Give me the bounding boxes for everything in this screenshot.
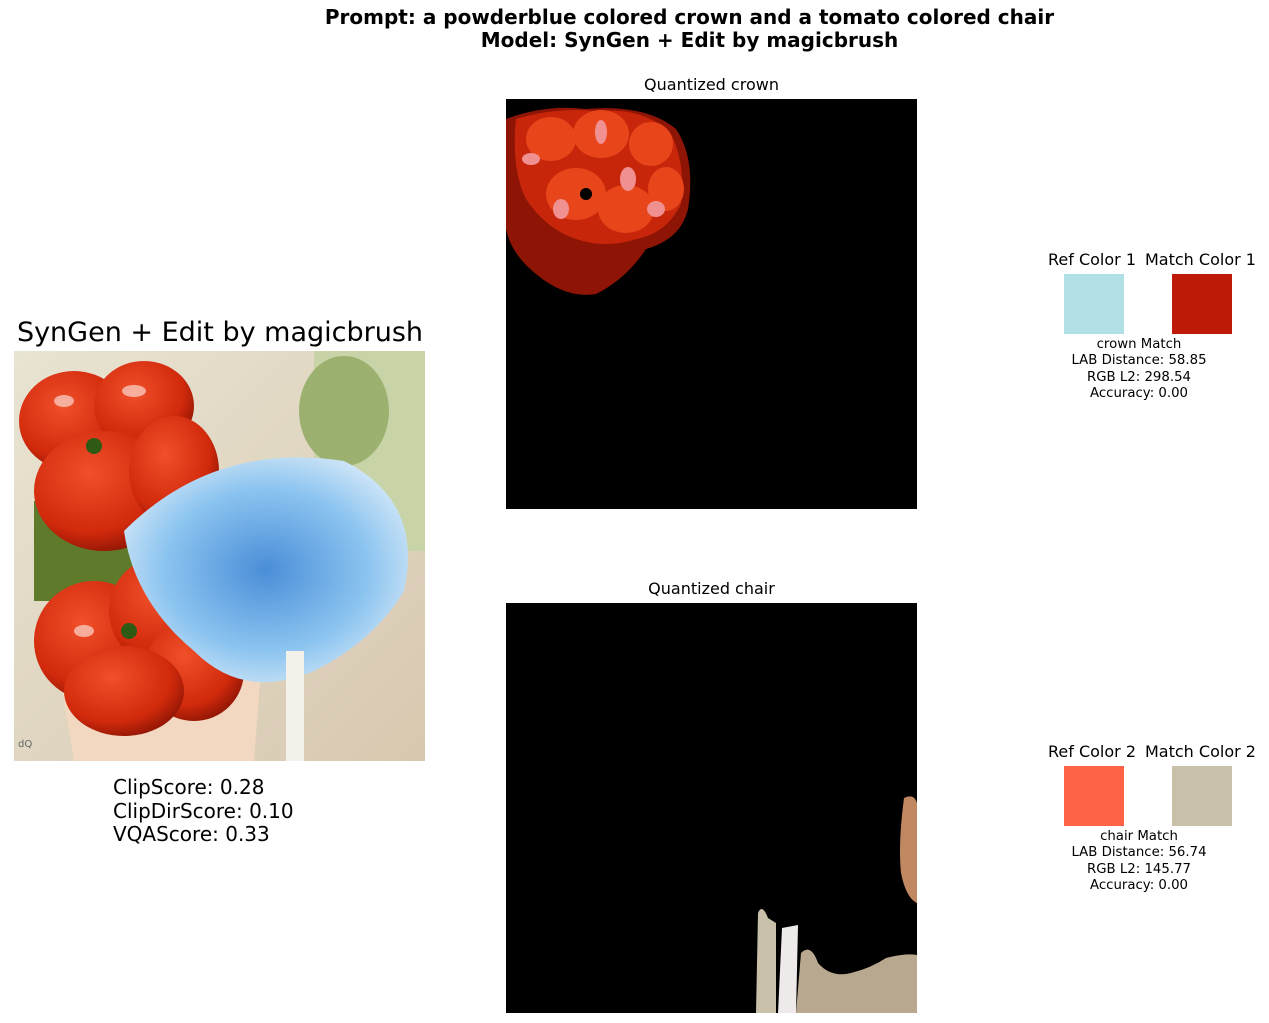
ref-color-2-swatch bbox=[1064, 766, 1124, 826]
quantized-chair-image bbox=[506, 603, 917, 1013]
vqa-score: VQAScore: 0.33 bbox=[113, 822, 270, 846]
match-2-accuracy: Accuracy: 0.00 bbox=[1089, 877, 1189, 893]
quantized-chair-title: Quantized chair bbox=[648, 579, 775, 598]
match-1-lab-distance: LAB Distance: 58.85 bbox=[1071, 353, 1207, 369]
svg-text:dQ: dQ bbox=[18, 739, 32, 750]
generated-image: dQ bbox=[14, 351, 425, 761]
suptitle-prompt: Prompt: a powderblue colored crown and a… bbox=[324, 5, 1055, 29]
match-2-rgb-l2: RGB L2: 145.77 bbox=[1087, 861, 1191, 877]
match-2-lab-distance: LAB Distance: 56.74 bbox=[1071, 845, 1207, 861]
match-2-label: chair Match bbox=[1100, 829, 1178, 844]
score-list: ClipScore: 0.28 ClipDirScore: 0.10 VQASc… bbox=[113, 775, 294, 847]
match-color-2-title: Match Color 2 bbox=[1145, 742, 1256, 761]
match-color-1-title: Match Color 1 bbox=[1145, 250, 1256, 269]
match-1-rgb-l2: RGB L2: 298.54 bbox=[1087, 369, 1191, 385]
match-1-accuracy: Accuracy: 0.00 bbox=[1089, 385, 1189, 401]
clip-score: ClipScore: 0.28 bbox=[113, 775, 265, 799]
ref-color-1-title: Ref Color 1 bbox=[1048, 250, 1136, 269]
quantized-crown-title: Quantized crown bbox=[644, 75, 779, 94]
ref-color-1-swatch bbox=[1064, 274, 1124, 334]
clip-dir-score: ClipDirScore: 0.10 bbox=[113, 798, 294, 823]
match-color-1-swatch bbox=[1172, 274, 1232, 334]
figure-suptitle: Prompt: a powderblue colored crown and a… bbox=[0, 6, 1269, 52]
suptitle-model: Model: SynGen + Edit by magicbrush bbox=[480, 28, 899, 52]
color-match-2-metrics: chair Match LAB Distance: 56.74 RGB L2: … bbox=[1049, 829, 1229, 894]
color-match-1-metrics: crown Match LAB Distance: 58.85 RGB L2: … bbox=[1049, 337, 1229, 402]
match-color-2-swatch bbox=[1172, 766, 1232, 826]
main-image-title: SynGen + Edit by magicbrush bbox=[16, 317, 424, 348]
quantized-crown-image bbox=[506, 99, 917, 509]
ref-color-2-title: Ref Color 2 bbox=[1048, 742, 1136, 761]
match-1-label: crown Match bbox=[1096, 337, 1182, 352]
